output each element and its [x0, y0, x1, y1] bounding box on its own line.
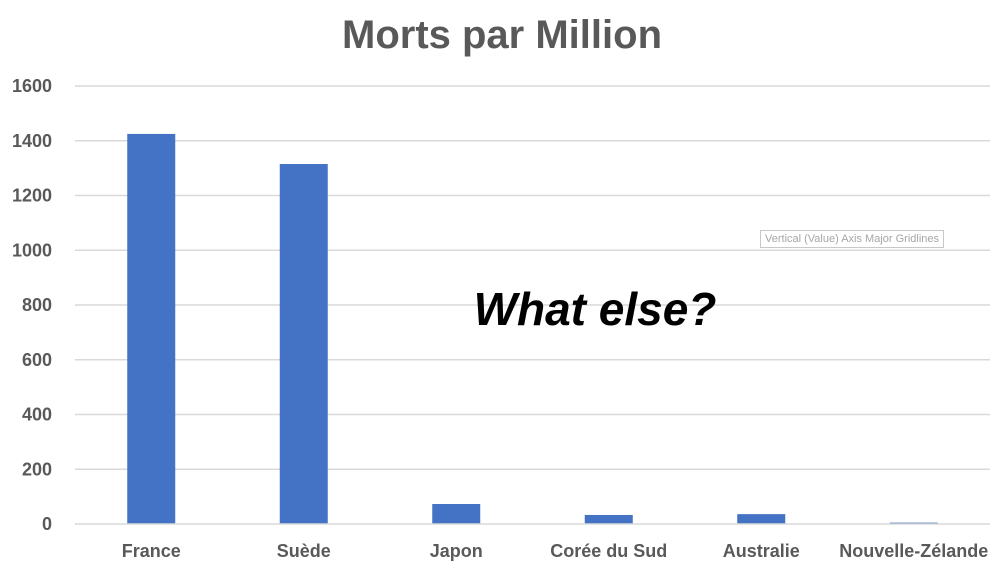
- gridlines-tooltip: Vertical (Value) Axis Major Gridlines: [760, 230, 945, 248]
- y-tick-label: 600: [22, 350, 52, 370]
- x-category-label: Suède: [277, 541, 331, 561]
- y-tick-label: 800: [22, 295, 52, 315]
- y-tick-label: 1400: [12, 131, 52, 151]
- x-axis-category-labels: France Suède Japon Corée du Sud Australie Nou…: [122, 541, 989, 561]
- y-tick-label: 200: [22, 459, 52, 479]
- x-category-label: France: [122, 541, 181, 561]
- x-category-label: Corée du Sud: [550, 541, 667, 561]
- y-tick-label: 1200: [12, 186, 52, 206]
- bar-0[interactable]: [127, 133, 176, 524]
- bar-2[interactable]: [432, 504, 481, 524]
- y-tick-label: 0: [42, 514, 52, 534]
- bar-3[interactable]: [584, 514, 633, 524]
- bar-1[interactable]: [279, 164, 328, 525]
- chart-title: Morts par Million: [342, 13, 662, 57]
- chart-annotation: What else?: [474, 283, 717, 335]
- bar-4[interactable]: [737, 514, 786, 524]
- gridlines: [75, 85, 990, 470]
- y-tick-label: 400: [22, 405, 52, 425]
- x-category-label: Nouvelle-Zélande: [839, 541, 988, 561]
- y-tick-label: 1000: [12, 240, 52, 260]
- y-axis-tick-labels: 0 200 400 600 800 1000 1200 1400 1600: [12, 76, 52, 534]
- bars: [127, 133, 938, 525]
- y-tick-label: 1600: [12, 76, 52, 96]
- x-category-label: Japon: [430, 541, 483, 561]
- x-category-label: Australie: [723, 541, 800, 561]
